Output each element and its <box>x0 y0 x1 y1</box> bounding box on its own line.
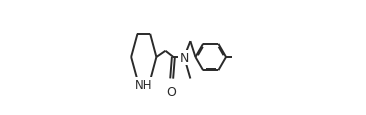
Text: O: O <box>167 85 177 98</box>
Text: NH: NH <box>135 79 153 91</box>
Text: N: N <box>179 51 189 64</box>
